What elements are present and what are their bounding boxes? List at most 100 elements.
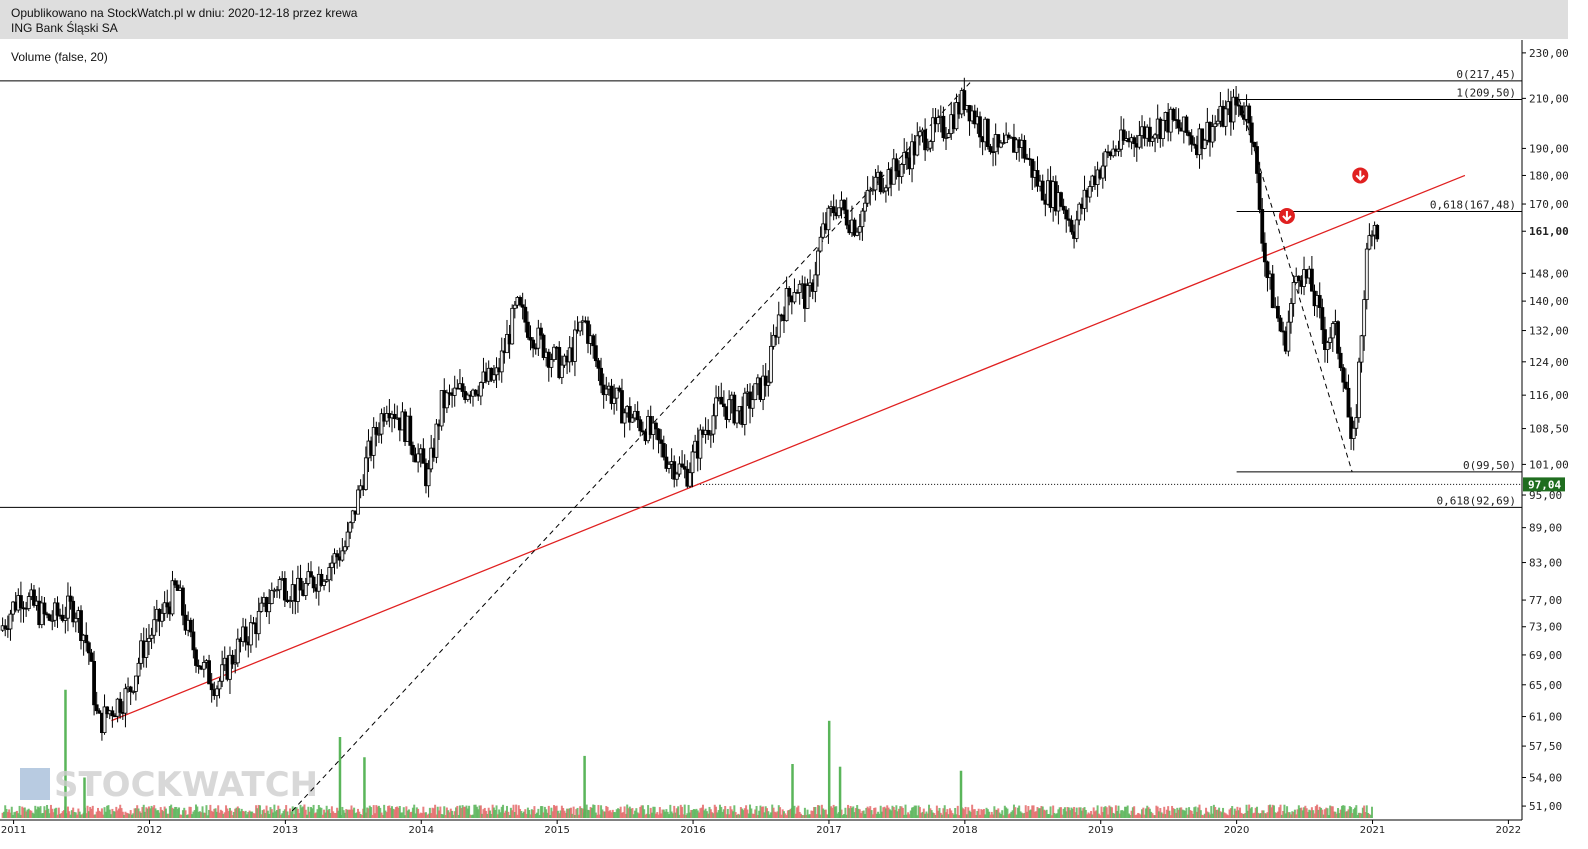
volume-bar [799,813,802,818]
volume-bar [1330,806,1333,818]
volume-bar [605,805,608,818]
volume-bar [1124,806,1127,818]
volume-bar [1054,814,1057,818]
volume-bar [543,806,546,818]
candle-body [578,321,583,332]
volume-bar [798,811,801,818]
volume-bar [1099,815,1102,818]
candle-body [518,297,522,306]
volume-bar [1293,809,1296,818]
volume-bar [334,812,337,818]
candle-body [902,152,907,165]
volume-bar [141,807,144,818]
volume-bar [183,807,186,818]
x-tick-label: 2017 [816,825,841,836]
volume-bar [703,810,706,818]
volume-bar [211,811,214,818]
volume-bar [550,807,553,818]
volume-bar [1296,809,1299,818]
volume-bar [814,806,817,818]
volume-bar [213,808,216,818]
volume-bar [750,808,753,818]
volume-bar [909,810,912,818]
candle-body [1234,96,1239,106]
volume-bar [1084,809,1087,818]
candle-body [1249,122,1254,143]
volume-bar [854,808,857,818]
volume-bar [1161,813,1164,818]
volume-bar [573,815,576,818]
volume-bar [370,807,373,818]
volume-bar [1138,813,1141,818]
volume-bar [1206,811,1209,818]
candle-body [259,602,264,612]
candle-body [1349,416,1353,439]
volume-bar [1135,814,1138,818]
volume-bar [624,813,627,818]
volume-bar [1052,805,1055,818]
volume-bar [1275,813,1278,818]
volume-bar [95,811,98,818]
candle-body [478,382,483,397]
volume-bar [204,812,207,818]
volume-bar [91,805,94,818]
volume-bar [438,810,441,818]
volume-bar [161,809,164,818]
volume-bar [349,809,352,818]
volume-bar [509,807,512,818]
volume-bar [478,805,481,818]
volume-bar [524,809,527,818]
volume-bar [221,810,224,818]
candle-body [194,649,198,666]
volume-bar [1318,806,1321,818]
indicator-label: Volume (false, 20) [11,50,108,64]
volume-bar [359,814,362,818]
volume-bar [6,812,9,818]
y-tick-label: 170,00 [1529,198,1569,211]
candle-body [1351,427,1356,439]
volume-bar [282,810,285,818]
candle-body [181,587,185,616]
volume-bar [1301,810,1304,818]
volume-bar [1303,807,1306,818]
volume-bar [1029,809,1032,818]
volume-bar [1005,807,1008,818]
candle-body [45,613,49,616]
volume-bar [111,808,114,818]
volume-bar [456,805,459,818]
volume-bar [722,809,725,818]
volume-bar [247,812,250,818]
volume-bar [542,812,545,818]
volume-bar [788,809,791,818]
candle-body [536,327,541,349]
volume-bar [102,814,105,818]
volume-bar [669,804,672,818]
volume-bar [951,813,954,818]
y-tick-label: 89,00 [1529,522,1562,535]
volume-bar [144,811,147,818]
x-tick-label: 2011 [1,825,26,836]
volume-bar [617,808,620,818]
candle-body [329,562,334,568]
volume-bar [651,812,654,818]
volume-bar [988,811,991,818]
volume-bar [406,810,409,818]
volume-bar [597,804,600,818]
volume-bar [704,808,707,818]
candle-body [1309,268,1314,292]
candle-body [1364,248,1369,301]
volume-bar [249,811,252,818]
volume-bar [665,809,668,818]
candle-body [71,600,76,623]
candle-body [763,375,768,386]
volume-bar [379,807,382,818]
volume-bar [1045,809,1048,818]
volume-bar [1185,807,1188,818]
down-arrow-icon [1355,170,1365,181]
volume-bar [1271,804,1274,818]
candle-body [698,429,703,459]
volume-bar [1348,806,1351,818]
volume-bar [1250,807,1253,818]
x-tick-label: 2019 [1088,825,1113,836]
